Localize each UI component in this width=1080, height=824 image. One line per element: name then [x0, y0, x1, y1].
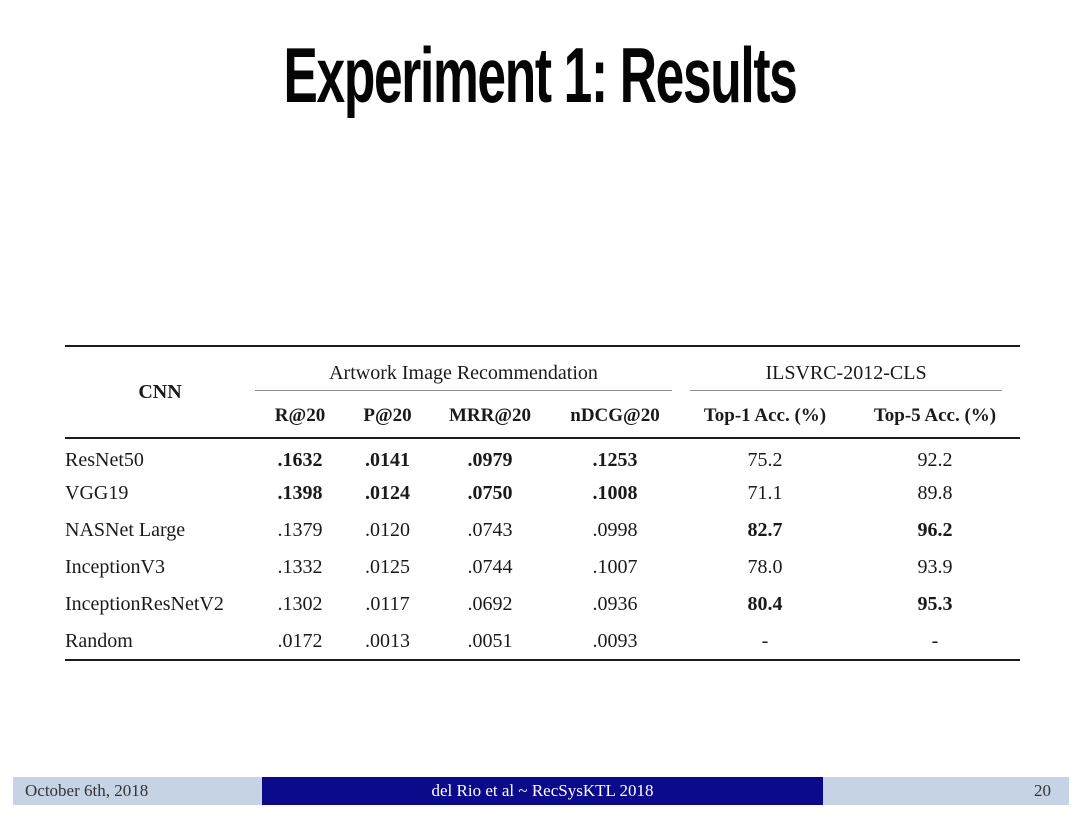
column-header-top1: Top-1 Acc. (%) [680, 391, 850, 439]
metric-value-cell: 89.8 [917, 482, 953, 504]
metric-value-cell: 75.2 [747, 448, 783, 471]
table-row: NASNet Large .1379 .0120 .0743 .0998 82.7 96.2 [65, 512, 1020, 549]
metric-value-cell: .0093 [592, 629, 638, 652]
results-table: CNN Artwork Image Recommendation ILSVRC-… [65, 345, 1020, 661]
metric-value-cell: 78.0 [747, 556, 783, 578]
cnn-name-cell: VGG19 [65, 482, 129, 504]
table-row: ResNet50 .1632 .0141 .0979 .1253 75.2 92.2 [65, 438, 1020, 475]
metric-value-cell: .0117 [365, 593, 410, 615]
metric-value-cell: .0743 [467, 519, 513, 541]
metric-value-cell: .0013 [365, 629, 410, 652]
footer-page-number: 20 [1034, 781, 1051, 800]
metric-value-cell: .1008 [592, 482, 638, 504]
metric-value-cell: .0750 [467, 482, 513, 504]
column-header-cnn: CNN [65, 346, 255, 439]
metric-value-cell: 96.2 [917, 519, 953, 541]
metric-value-cell: - [931, 629, 939, 652]
metric-value-cell: .0172 [277, 629, 323, 652]
table-row: VGG19 .1398 .0124 .0750 .1008 71.1 89.8 [65, 475, 1020, 512]
metric-value-cell: .1302 [277, 593, 323, 615]
column-header-row: R@20 P@20 MRR@20 nDCG@20 Top-1 Acc. (%) … [65, 391, 1020, 439]
metric-value-cell: 82.7 [747, 519, 783, 541]
metric-value-cell: .1398 [277, 482, 323, 504]
footer-center-text: del Rio et al ~ RecSysKTL 2018 [431, 781, 654, 800]
metric-value-cell: .0125 [365, 556, 410, 578]
metric-value-cell: 93.9 [917, 556, 953, 578]
metric-value-cell: .1253 [592, 448, 638, 471]
metric-value-cell: 80.4 [747, 593, 783, 615]
column-header-top5: Top-5 Acc. (%) [850, 391, 1020, 439]
cnn-name-cell: ResNet50 [65, 448, 144, 471]
cnn-name-cell: InceptionResNetV2 [65, 593, 224, 615]
group-header-artwork-label: Artwork Image Recommendation [255, 362, 672, 391]
group-header-ilsvrc-label: ILSVRC-2012-CLS [690, 362, 1002, 391]
metric-value-cell: .0936 [592, 593, 638, 615]
metric-value-cell: .1332 [277, 556, 323, 578]
table-row: InceptionV3 .1332 .0125 .0744 .1007 78.0 93.9 [65, 549, 1020, 586]
metric-value-cell: .1632 [277, 448, 323, 471]
cnn-name-cell: NASNet Large [65, 519, 186, 541]
results-table-body: ResNet50 .1632 .0141 .0979 .1253 75.2 92.2 VGG1… [65, 438, 1020, 660]
footer-bar: October 6th, 2018 del Rio et al ~ RecSys… [13, 777, 1069, 805]
metric-value-cell: .1007 [592, 556, 638, 578]
column-header-r20: R@20 [255, 391, 345, 439]
table-row: Random .0172 .0013 .0051 .0093 - - [65, 623, 1020, 660]
page-title: Experiment 1: Results [283, 31, 797, 119]
metric-value-cell: .0120 [365, 519, 410, 541]
metric-value-cell: .0998 [592, 519, 638, 541]
cnn-name-cell: Random [65, 629, 133, 652]
metric-value-cell: .0692 [467, 593, 513, 615]
cnn-name-cell: InceptionV3 [65, 556, 165, 578]
column-header-ndcg20: nDCG@20 [550, 391, 680, 439]
footer-center-bar: del Rio et al ~ RecSysKTL 2018 [262, 777, 823, 805]
metric-value-cell: 71.1 [747, 482, 783, 504]
group-header-row: CNN Artwork Image Recommendation ILSVRC-… [65, 346, 1020, 439]
metric-value-cell: .0124 [365, 482, 410, 504]
metric-value-cell: 95.3 [917, 593, 953, 615]
metric-value-cell: .0051 [467, 629, 513, 652]
column-header-p20: P@20 [345, 391, 430, 439]
metric-value-cell: .1379 [277, 519, 323, 541]
footer-date: October 6th, 2018 [25, 781, 149, 800]
metric-value-cell: - [761, 629, 769, 652]
metric-value-cell: .0141 [365, 448, 410, 471]
column-header-mrr20: MRR@20 [430, 391, 550, 439]
group-header-artwork: Artwork Image Recommendation [255, 346, 680, 391]
metric-value-cell: 92.2 [917, 448, 953, 471]
metric-value-cell: .0979 [467, 448, 513, 471]
metric-value-cell: .0744 [467, 556, 513, 578]
table-row: InceptionResNetV2 .1302 .0117 .0692 .0936 80.… [65, 586, 1020, 623]
group-header-ilsvrc: ILSVRC-2012-CLS [680, 346, 1020, 391]
